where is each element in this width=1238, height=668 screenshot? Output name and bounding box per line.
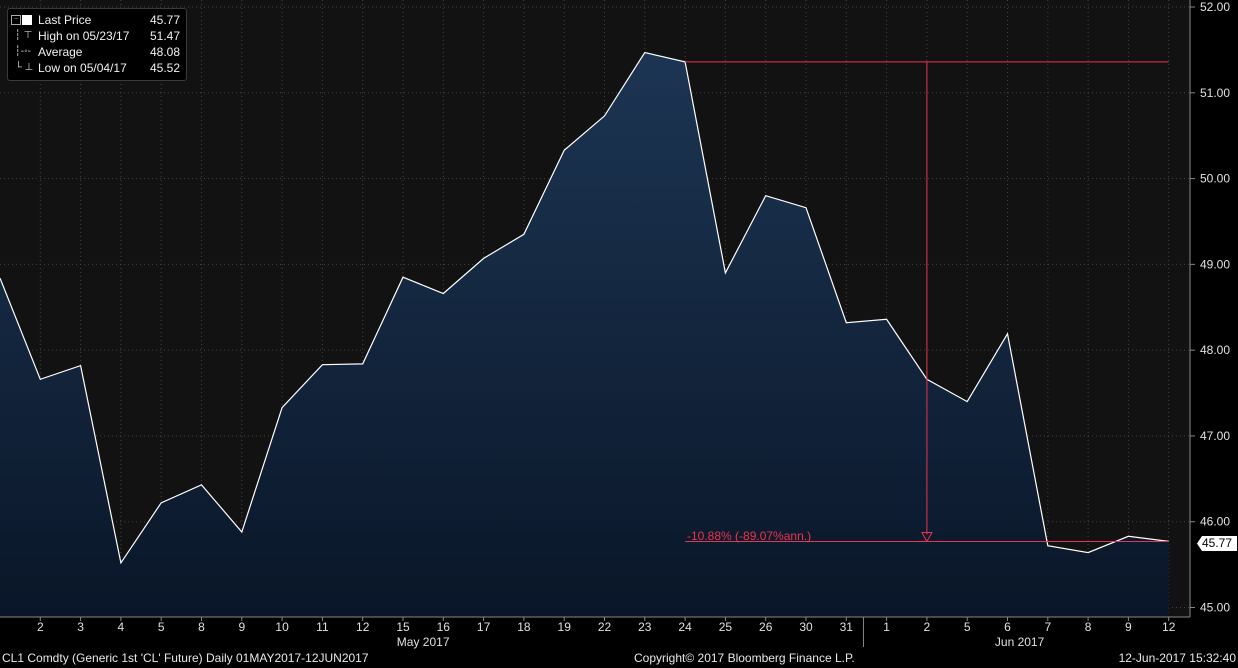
- x-tick-label: 10: [275, 620, 289, 634]
- x-tick-label: 2: [924, 620, 931, 634]
- x-tick-label: 9: [238, 620, 245, 634]
- x-tick-label: 18: [517, 620, 531, 634]
- data-point: [764, 194, 767, 197]
- change-arrow-head: [921, 531, 933, 543]
- data-point: [643, 51, 646, 54]
- high-marker-icon: ┆ ⊤: [12, 30, 33, 41]
- x-tick-label: 19: [558, 620, 572, 634]
- x-tick-label: 6: [1004, 620, 1011, 634]
- data-point: [1046, 544, 1049, 547]
- data-point: [805, 206, 808, 209]
- data-point: [482, 257, 485, 260]
- data-point: [442, 292, 445, 295]
- x-tick-label: 2: [37, 620, 44, 634]
- x-tick-label: 17: [477, 620, 491, 634]
- data-point: [1167, 540, 1170, 543]
- x-tick-label: 30: [799, 620, 813, 634]
- data-point: [1087, 551, 1090, 554]
- x-tick-label: 4: [118, 620, 125, 634]
- collapse-icon[interactable]: −: [11, 15, 21, 25]
- x-axis: 2 3 4 5 8 9 10 11 12 15 16 17 18 19 22 23 24 25 26 30 31 1 2 5 6…: [0, 616, 1190, 649]
- data-point: [885, 318, 888, 321]
- data-point: [321, 363, 324, 366]
- last-price-swatch-icon: [22, 15, 32, 25]
- y-tick-label: 47.00: [1200, 429, 1230, 443]
- y-axis: 45.00 46.00 47.00 48.00 49.00 50.00 51.00 52.00: [1189, 0, 1230, 617]
- x-month-label: May 2017: [397, 635, 450, 649]
- legend-low[interactable]: └ ⊥ Low on 05/04/17 45.52: [8, 60, 186, 76]
- y-tick-label: 50.00: [1200, 172, 1230, 186]
- x-tick-label: 5: [964, 620, 971, 634]
- y-tick-label: 51.00: [1200, 86, 1230, 100]
- data-point: [39, 378, 42, 381]
- x-month-label: Jun 2017: [995, 635, 1045, 649]
- legend-average[interactable]: ┆-◦- Average 48.08: [8, 44, 186, 60]
- last-price-tag: 45.77: [1197, 536, 1237, 551]
- x-tick-label: 12: [356, 620, 370, 634]
- data-point: [240, 531, 243, 534]
- y-tick-label: 45.00: [1200, 601, 1230, 615]
- x-tick-label: 8: [1085, 620, 1092, 634]
- price-line: [0, 51, 1169, 565]
- average-label: Average: [38, 45, 83, 59]
- high-value: 51.47: [149, 29, 180, 43]
- footer-timestamp: 12-Jun-2017 15:32:40: [1118, 651, 1236, 665]
- y-tick-label: 48.00: [1200, 343, 1230, 357]
- y-tick-label: 46.00: [1200, 515, 1230, 529]
- data-point: [925, 378, 928, 381]
- data-point: [281, 406, 284, 409]
- data-point: [684, 60, 687, 63]
- x-tick-label: 15: [396, 620, 410, 634]
- data-point: [1127, 535, 1130, 538]
- footer-copyright: Copyright© 2017 Bloomberg Finance L.P.: [634, 651, 855, 665]
- x-tick-label: 16: [437, 620, 451, 634]
- average-marker-icon: ┆-◦-: [12, 46, 32, 57]
- x-tick-label: 8: [198, 620, 205, 634]
- x-tick-label: 23: [638, 620, 652, 634]
- legend-high[interactable]: ┆ ⊤ High on 05/23/17 51.47: [8, 28, 186, 44]
- x-tick-label: 22: [598, 620, 612, 634]
- x-tick-label: 24: [678, 620, 692, 634]
- change-annotation: [685, 61, 1169, 543]
- high-label: High on 05/23/17: [38, 29, 130, 43]
- low-label: Low on 05/04/17: [38, 61, 127, 75]
- x-tick-label: 26: [759, 620, 773, 634]
- data-point: [1006, 332, 1009, 335]
- x-tick-label: 25: [719, 620, 733, 634]
- data-point: [79, 364, 82, 367]
- last-price-label: Last Price: [38, 13, 92, 27]
- low-marker-icon: └ ⊥: [12, 62, 34, 73]
- x-tick-label: 9: [1125, 620, 1132, 634]
- x-tick-label: 11: [316, 620, 329, 634]
- data-point: [119, 561, 122, 564]
- y-tick-label: 52.00: [1200, 0, 1230, 14]
- change-label: -10.88% (-89.07%ann.): [687, 529, 811, 543]
- data-point: [966, 400, 969, 403]
- x-tick-label: 7: [1044, 620, 1051, 634]
- last-price-value: 45.77: [149, 13, 180, 27]
- legend-last-price[interactable]: − Last Price 45.77: [8, 12, 186, 28]
- x-tick-label: 3: [77, 620, 84, 634]
- data-point: [603, 114, 606, 117]
- data-point: [402, 276, 405, 279]
- x-tick-label: 31: [840, 620, 854, 634]
- legend[interactable]: − Last Price 45.77 ┆ ⊤ High on 05/23/17 …: [7, 8, 187, 81]
- average-value: 48.08: [149, 45, 180, 59]
- x-tick-label: 12: [1162, 620, 1176, 634]
- data-point: [522, 233, 525, 236]
- low-value: 45.52: [149, 61, 180, 75]
- y-tick-label: 49.00: [1200, 257, 1230, 271]
- price-area: [0, 52, 1169, 617]
- data-point: [724, 271, 727, 274]
- data-point: [845, 321, 848, 324]
- footer-security: CL1 Comdty (Generic 1st 'CL' Future) Dai…: [2, 651, 369, 665]
- data-point: [563, 149, 566, 152]
- x-tick-label: 5: [158, 620, 165, 634]
- data-point: [160, 501, 163, 504]
- data-point: [200, 483, 203, 486]
- x-tick-label: 1: [883, 620, 890, 634]
- data-point: [361, 362, 364, 365]
